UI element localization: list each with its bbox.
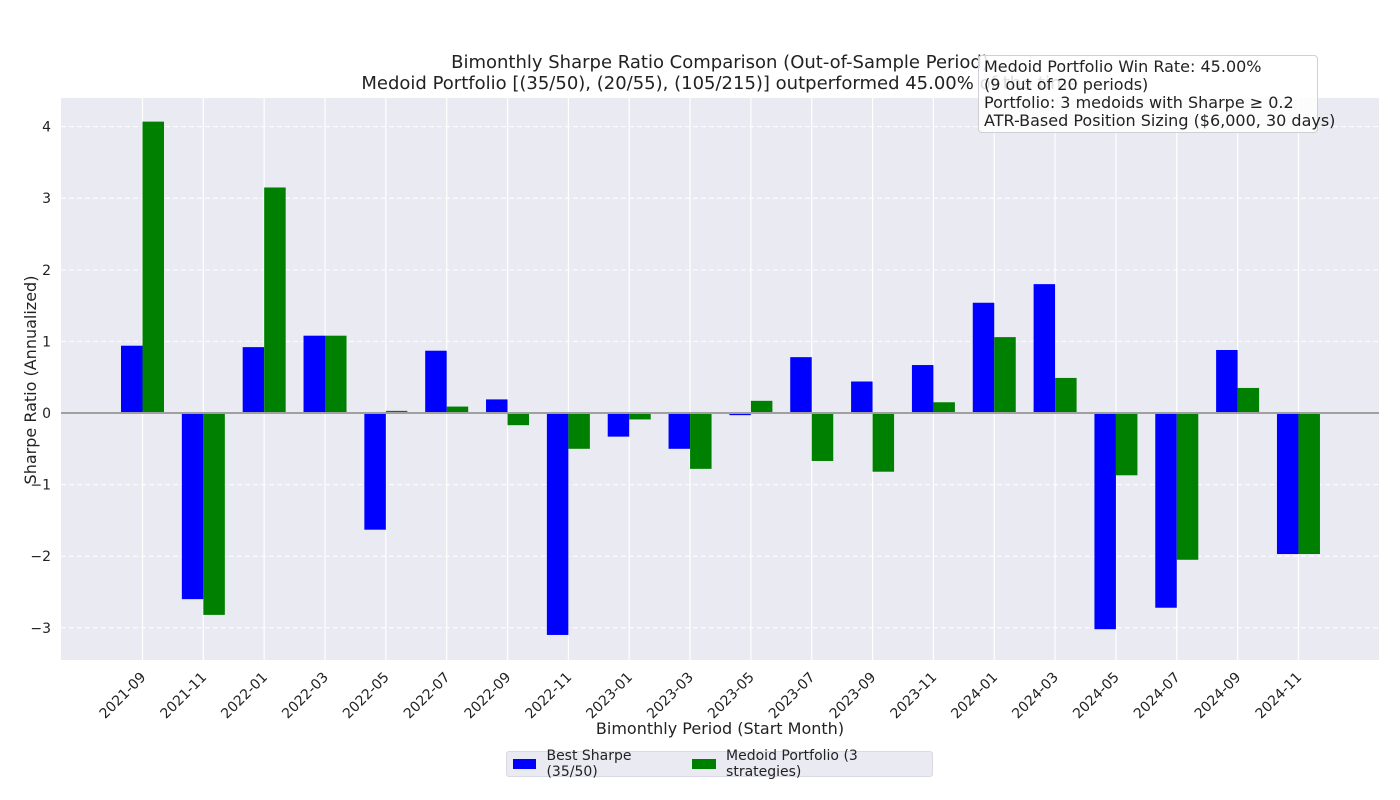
x-tick-label: 2022-01 — [218, 670, 271, 723]
bar-medoid-portfolio — [1176, 413, 1199, 560]
y-tick-label: 3 — [42, 191, 51, 207]
bar-medoid-portfolio — [446, 406, 469, 414]
bar-best-sharpe — [790, 357, 812, 414]
legend-swatch-best-sharpe — [513, 759, 537, 769]
chart-subtitle: Medoid Portfolio [(35/50), (20/55), (105… — [361, 73, 1079, 94]
y-tick-label: 4 — [42, 120, 51, 136]
y-axis-label: Sharpe Ratio (Annualized) — [21, 275, 40, 485]
chart-title: Bimonthly Sharpe Ratio Comparison (Out-o… — [451, 52, 989, 73]
x-tick-label: 2023-05 — [705, 670, 758, 723]
bar-medoid-portfolio — [507, 413, 530, 426]
x-tick-label: 2021-09 — [97, 670, 150, 723]
bar-best-sharpe — [1216, 350, 1238, 414]
y-tick-label: 1 — [42, 334, 51, 350]
bar-best-sharpe — [1033, 284, 1056, 414]
bar-series — [61, 121, 1379, 635]
bar-medoid-portfolio — [142, 121, 164, 414]
y-tick-label: 0 — [42, 406, 51, 422]
x-tick-label: 2024-01 — [948, 670, 1001, 723]
bar-medoid-portfolio — [325, 335, 347, 414]
x-tick-label: 2024-03 — [1009, 670, 1062, 723]
x-axis-label: Bimonthly Period (Start Month) — [595, 719, 845, 738]
x-tick-label: 2023-09 — [827, 670, 880, 723]
bar-medoid-portfolio — [1298, 413, 1320, 555]
x-tick-label: 2022-11 — [523, 670, 576, 723]
legend-item-best-sharpe: Best Sharpe (35/50) — [513, 748, 664, 780]
legend-label: Best Sharpe (35/50) — [546, 748, 632, 780]
x-tick-label: 2024-11 — [1253, 670, 1306, 723]
y-tick-label: −2 — [30, 549, 51, 565]
bar-medoid-portfolio — [629, 413, 651, 420]
legend-label: Medoid Portfolio (3 strategies) — [726, 748, 858, 780]
x-tick-label: 2023-01 — [583, 670, 636, 723]
bar-best-sharpe — [972, 302, 995, 414]
annotation-line: Portfolio: 3 medoids with Sharpe ≥ 0.2 — [984, 93, 1294, 112]
bar-medoid-portfolio — [1237, 387, 1260, 414]
bar-medoid-portfolio — [750, 400, 773, 414]
annotation-line: ATR-Based Position Sizing ($6,000, 30 da… — [984, 111, 1336, 130]
bar-best-sharpe — [121, 345, 143, 414]
bar-medoid-portfolio — [264, 187, 286, 414]
bar-best-sharpe — [303, 335, 326, 414]
y-tick-label: −1 — [30, 478, 51, 494]
bar-medoid-portfolio — [872, 413, 895, 472]
x-tick-label: 2022-05 — [340, 670, 393, 723]
x-tick-label: 2024-05 — [1070, 670, 1123, 723]
bar-best-sharpe — [1155, 413, 1177, 608]
bar-medoid-portfolio — [994, 337, 1016, 414]
x-tick-label: 2022-07 — [401, 670, 454, 723]
bar-best-sharpe — [242, 347, 265, 414]
legend-swatch-medoid-portfolio — [692, 759, 717, 769]
legend-item-medoid-portfolio: Medoid Portfolio (3 strategies) — [692, 748, 904, 780]
x-tick-label: 2024-07 — [1131, 670, 1184, 723]
x-tick-label: 2023-07 — [766, 670, 819, 723]
bar-best-sharpe — [851, 381, 873, 414]
x-tick-label: 2023-03 — [644, 670, 697, 723]
x-tick-label: 2022-09 — [462, 670, 515, 723]
bar-medoid-portfolio — [568, 413, 590, 449]
x-tick-label: 2023-11 — [888, 670, 941, 723]
legend: Best Sharpe (35/50) Medoid Portfolio (3 … — [506, 748, 933, 780]
bar-best-sharpe — [425, 350, 447, 414]
y-tick-label: 2 — [42, 263, 51, 279]
x-tick-label: 2022-03 — [279, 670, 332, 723]
annotation-line: Medoid Portfolio Win Rate: 45.00% — [984, 57, 1262, 76]
bar-best-sharpe — [729, 413, 751, 416]
x-tick-label: 2021-11 — [157, 670, 210, 723]
bar-medoid-portfolio — [385, 410, 408, 414]
bar-medoid-portfolio — [1055, 377, 1077, 414]
bar-best-sharpe — [546, 413, 569, 635]
bar-medoid-portfolio — [811, 413, 834, 461]
bar-best-sharpe — [364, 413, 386, 530]
bar-best-sharpe — [486, 399, 508, 414]
bar-medoid-portfolio — [933, 402, 955, 414]
bar-medoid-portfolio — [1115, 413, 1138, 476]
bar-medoid-portfolio — [690, 413, 712, 469]
y-tick-label: −3 — [30, 621, 51, 637]
x-tick-labels: 2021-09 2021-11 2022-01 2022-03 2022-05 2022-… — [97, 670, 1306, 723]
bar-best-sharpe — [668, 413, 691, 449]
x-tick-label: 2024-09 — [1192, 670, 1245, 723]
bar-best-sharpe — [1276, 413, 1299, 555]
y-tick-labels: −3 −2 −1 0 1 2 3 4 — [30, 120, 51, 637]
bar-best-sharpe — [1094, 413, 1116, 630]
win-rate-annotation: Medoid Portfolio Win Rate: 45.00% (9 out… — [978, 55, 1336, 133]
bar-best-sharpe — [911, 365, 934, 414]
bar-best-sharpe — [181, 413, 204, 600]
bar-best-sharpe — [607, 413, 630, 437]
annotation-line: (9 out of 20 periods) — [984, 75, 1149, 94]
bar-medoid-portfolio — [203, 413, 225, 615]
